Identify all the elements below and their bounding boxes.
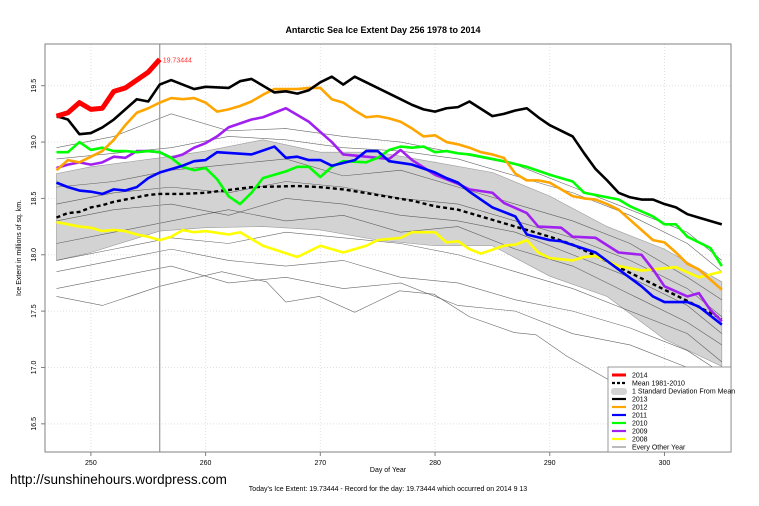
y-axis-label: Ice Extent in millions of sq. km.: [16, 200, 23, 296]
current-value-label: 19.73444: [163, 57, 192, 64]
other-year-line: [56, 209, 722, 346]
series-layer: 19.73444: [55, 44, 723, 452]
plot-frame: [44, 43, 732, 453]
axes: 250 260 270 280 290 300 16.5 17.0 17.5 18.0 18.5 19…: [31, 79, 670, 467]
chart-title: Antarctic Sea Ice Extent Day 256 1978 to…: [285, 25, 480, 35]
legend-label: 2009: [632, 429, 648, 436]
legend-label: 2014: [632, 373, 648, 380]
legend-label: 1 Standard Deviation From Mean: [632, 389, 735, 396]
x-tick-label: 280: [429, 460, 441, 467]
std-band-layer: [56, 139, 723, 367]
x-tick-label: 260: [200, 460, 212, 467]
y-tick-label: 18.0: [31, 248, 38, 262]
legend-swatch: [611, 388, 627, 395]
legend-label: 2008: [632, 437, 648, 444]
y-tick-label: 17.5: [31, 304, 38, 318]
legend-label: 2011: [632, 413, 647, 420]
x-tick-label: 300: [659, 460, 671, 467]
series-line-2008: [56, 220, 723, 279]
chart-subtitle: Today's Ice Extent: 19.73444 - Record fo…: [249, 486, 528, 493]
x-tick-label: 250: [85, 460, 97, 467]
watermark-url: http://sunshinehours.wordpress.com: [10, 472, 227, 487]
other-year-line: [56, 271, 722, 438]
legend-label: 2010: [632, 421, 648, 428]
other-year-line: [56, 248, 722, 374]
series-line-2011: [55, 145, 723, 326]
y-tick-label: 18.5: [31, 191, 38, 205]
x-tick-label: 290: [544, 460, 556, 467]
legend-label: Every Other Year: [632, 445, 686, 452]
other-year-line: [56, 181, 723, 317]
series-line-2013: [56, 75, 723, 226]
series-line-2010: [56, 140, 723, 267]
std-deviation-band: [56, 139, 723, 367]
legend-label: 2013: [632, 397, 648, 404]
legend-label: Mean 1981-2010: [632, 381, 685, 388]
y-tick-label: 16.5: [31, 417, 38, 431]
x-tick-label: 270: [314, 460, 326, 467]
y-tick-label: 19.0: [31, 135, 38, 149]
series-line-2014: [55, 57, 162, 119]
legend-label: 2012: [632, 405, 648, 412]
series-line-2012: [55, 86, 723, 291]
legend-box: [607, 366, 732, 453]
y-tick-label: 19.5: [31, 79, 38, 93]
other-years-layer: [56, 113, 723, 438]
other-year-line: [56, 265, 722, 385]
x-axis-label: Day of Year: [370, 467, 407, 474]
other-year-line: [56, 113, 723, 261]
y-tick-label: 17.0: [31, 361, 38, 375]
